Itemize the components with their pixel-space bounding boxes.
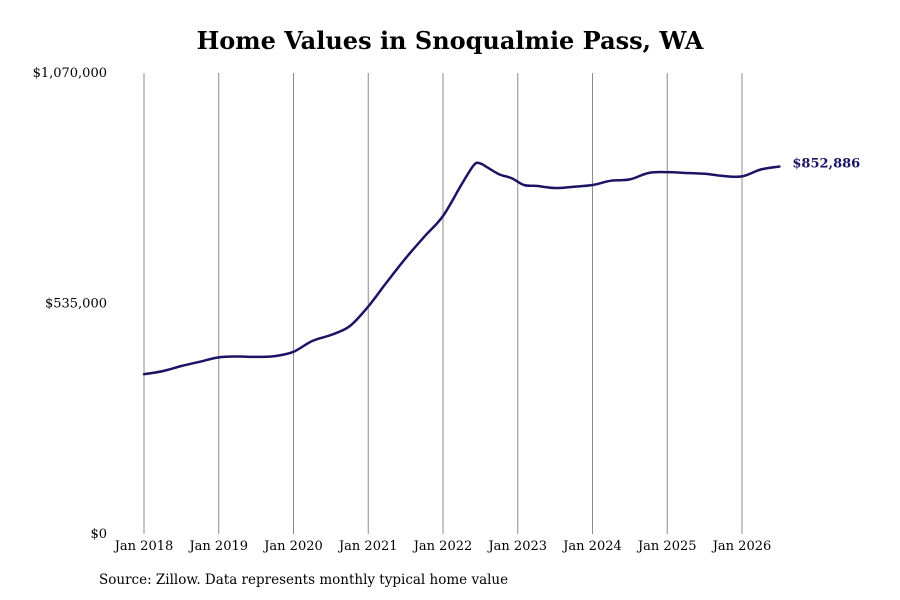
- home-value-line: [142, 161, 781, 376]
- x-tick-label: Jan 2025: [636, 539, 697, 554]
- y-tick-label: $1,070,000: [33, 66, 107, 81]
- vertical-gridlines: [143, 73, 743, 534]
- x-tick-label: Jan 2019: [187, 539, 248, 554]
- series-layer: [142, 161, 781, 376]
- x-tick-label: Jan 2018: [113, 539, 174, 554]
- chart-title: Home Values in Snoqualmie Pass, WA: [196, 26, 704, 55]
- source-note: Source: Zillow. Data represents monthly …: [99, 572, 509, 588]
- x-tick-label: Jan 2023: [486, 539, 547, 554]
- x-axis-tick-labels: Jan 2018 Jan 2019 Jan 2020 Jan 2021 Jan 2022…: [113, 539, 772, 554]
- x-tick-label: Jan 2024: [561, 539, 622, 554]
- y-tick-label: $0: [90, 527, 107, 542]
- x-tick-label: Jan 2020: [262, 539, 323, 554]
- y-axis-tick-labels: $1,070,000 $535,000 $0: [33, 66, 107, 542]
- x-tick-label: Jan 2026: [711, 539, 772, 554]
- end-label-layer: $852,886: [792, 157, 860, 172]
- end-value-label: $852,886: [792, 157, 860, 172]
- y-tick-label: $535,000: [45, 297, 107, 312]
- x-tick-label: Jan 2021: [337, 539, 398, 554]
- x-tick-label: Jan 2022: [412, 539, 473, 554]
